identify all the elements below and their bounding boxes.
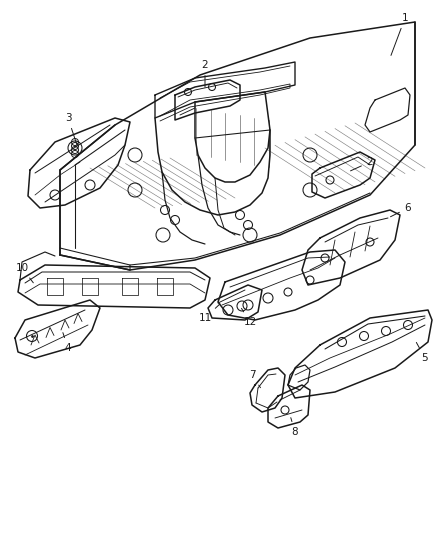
Text: 10: 10 [15, 263, 33, 283]
Text: 2: 2 [350, 157, 373, 171]
Text: 6: 6 [391, 203, 411, 217]
Text: 12: 12 [241, 309, 257, 327]
Text: 5: 5 [417, 342, 428, 363]
Text: 7: 7 [249, 370, 261, 387]
Text: 1: 1 [391, 13, 408, 55]
Text: 8: 8 [291, 418, 298, 437]
Text: 3: 3 [65, 113, 77, 146]
Text: 2: 2 [201, 60, 208, 87]
Text: 11: 11 [198, 304, 220, 323]
Text: 4: 4 [63, 333, 71, 353]
